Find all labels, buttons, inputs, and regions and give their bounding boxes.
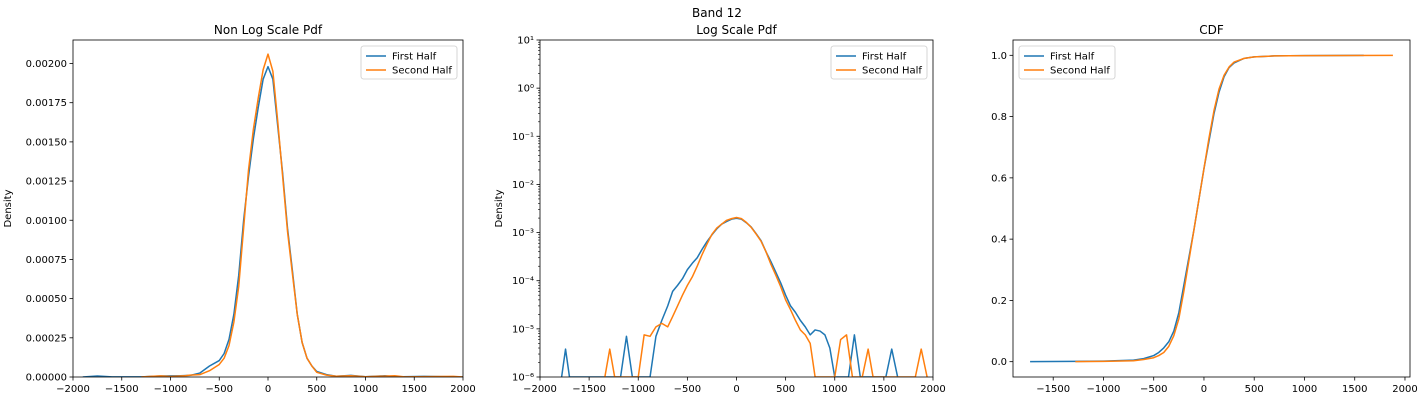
x-tick-label: 0 — [1201, 384, 1207, 395]
y-axis-label: Density — [3, 189, 14, 227]
y-tick-label: 0.00075 — [26, 255, 67, 266]
x-tick-label: −500 — [1140, 384, 1167, 395]
legend-label: Second Half — [392, 66, 452, 77]
x-tick-label: 500 — [307, 384, 326, 395]
legend-label: Second Half — [862, 66, 922, 77]
x-tick-label: −2000 — [56, 384, 90, 395]
x-tick-label: 0 — [733, 384, 739, 395]
x-tick-label: −1000 — [154, 384, 188, 395]
y-tick-label: 0.00000 — [26, 373, 67, 384]
y-tick-label: 0.00150 — [26, 137, 67, 148]
x-tick-label: 2000 — [920, 384, 945, 395]
y-tick-label: 10⁻⁵ — [512, 324, 534, 335]
x-tick-label: −500 — [206, 384, 233, 395]
x-tick-label: −1500 — [105, 384, 139, 395]
legend-label: First Half — [862, 52, 907, 63]
x-tick-label: 1500 — [1342, 384, 1367, 395]
legend: First Half Second Half — [830, 45, 928, 80]
subplot-1: Non Log Scale Pdf −2000 −1500 −1000 −500 0 500… — [3, 23, 476, 395]
y-tick-label: 0.8 — [991, 112, 1007, 123]
y-tick-label: 10⁻⁴ — [512, 276, 534, 287]
y-tick-label: 0.00100 — [26, 216, 67, 227]
series-line-second-half — [1075, 54, 1393, 363]
y-tick-label: 0.00050 — [26, 294, 67, 305]
y-tick-label: 10⁻³ — [512, 228, 534, 239]
legend-label: First Half — [1050, 52, 1095, 63]
x-tick-label: −1000 — [1087, 384, 1121, 395]
axes-frame — [1012, 39, 1411, 378]
y-tick-label: 0.00175 — [26, 98, 67, 109]
subplot-title: Non Log Scale Pdf — [214, 23, 323, 37]
y-tick-label: 0.0 — [991, 357, 1007, 368]
x-tick-label: 1500 — [402, 384, 427, 395]
x-tick-label: −1000 — [621, 384, 655, 395]
figure-suptitle: Band 12 — [692, 6, 742, 20]
x-tick-label: −2000 — [523, 384, 557, 395]
x-tick-label: 1500 — [871, 384, 896, 395]
y-tick-label: 10⁻¹ — [512, 132, 534, 143]
subplot-2: Log Scale Pdf −2000 −1500 −1000 −500 0 500 1000… — [494, 23, 946, 395]
x-tick-label: 2000 — [1392, 384, 1417, 395]
x-tick-label: 500 — [776, 384, 795, 395]
x-tick-label: −1500 — [572, 384, 606, 395]
y-tick-label: 10⁰ — [517, 84, 534, 95]
y-tick-label: 0.6 — [991, 173, 1007, 184]
series-line-second-half — [141, 53, 463, 377]
subplot-title: CDF — [1199, 23, 1224, 37]
x-tick-label: 1000 — [1292, 384, 1317, 395]
y-tick-label: 10⁻² — [512, 180, 534, 191]
legend: First Half Second Half — [1018, 45, 1116, 80]
y-tick-label: 0.00200 — [26, 59, 67, 70]
x-tick-label: −1500 — [1036, 384, 1070, 395]
y-axis-label: Density — [494, 189, 505, 227]
x-tick-label: −500 — [674, 384, 701, 395]
y-tick-label: 0.00025 — [26, 333, 67, 344]
legend-label: First Half — [392, 52, 437, 63]
legend: First Half Second Half — [360, 45, 458, 80]
legend-label: Second Half — [1050, 66, 1110, 77]
x-tick-label: 0 — [265, 384, 271, 395]
subplots: Non Log Scale Pdf −2000 −1500 −1000 −500 0 500… — [3, 23, 1418, 395]
y-tick-label: 0.4 — [991, 235, 1007, 246]
y-tick-label: 1.0 — [991, 51, 1007, 62]
x-tick-label: 1000 — [822, 384, 847, 395]
x-tick-label: 1000 — [353, 384, 378, 395]
subplot-3: CDF −1500 −1000 −500 0 500 1000 1500 2000 0.0 0.2 0… — [991, 23, 1418, 395]
y-tick-label: 0.2 — [991, 296, 1007, 307]
y-tick-label: 10¹ — [517, 36, 534, 47]
y-tick-label: 10⁻⁶ — [512, 373, 534, 384]
x-tick-label: 500 — [1245, 384, 1264, 395]
y-tick-label: 0.00125 — [26, 177, 67, 188]
subplot-title: Log Scale Pdf — [696, 23, 777, 37]
x-tick-label: 2000 — [450, 384, 475, 395]
series-line-second-half — [604, 216, 928, 377]
